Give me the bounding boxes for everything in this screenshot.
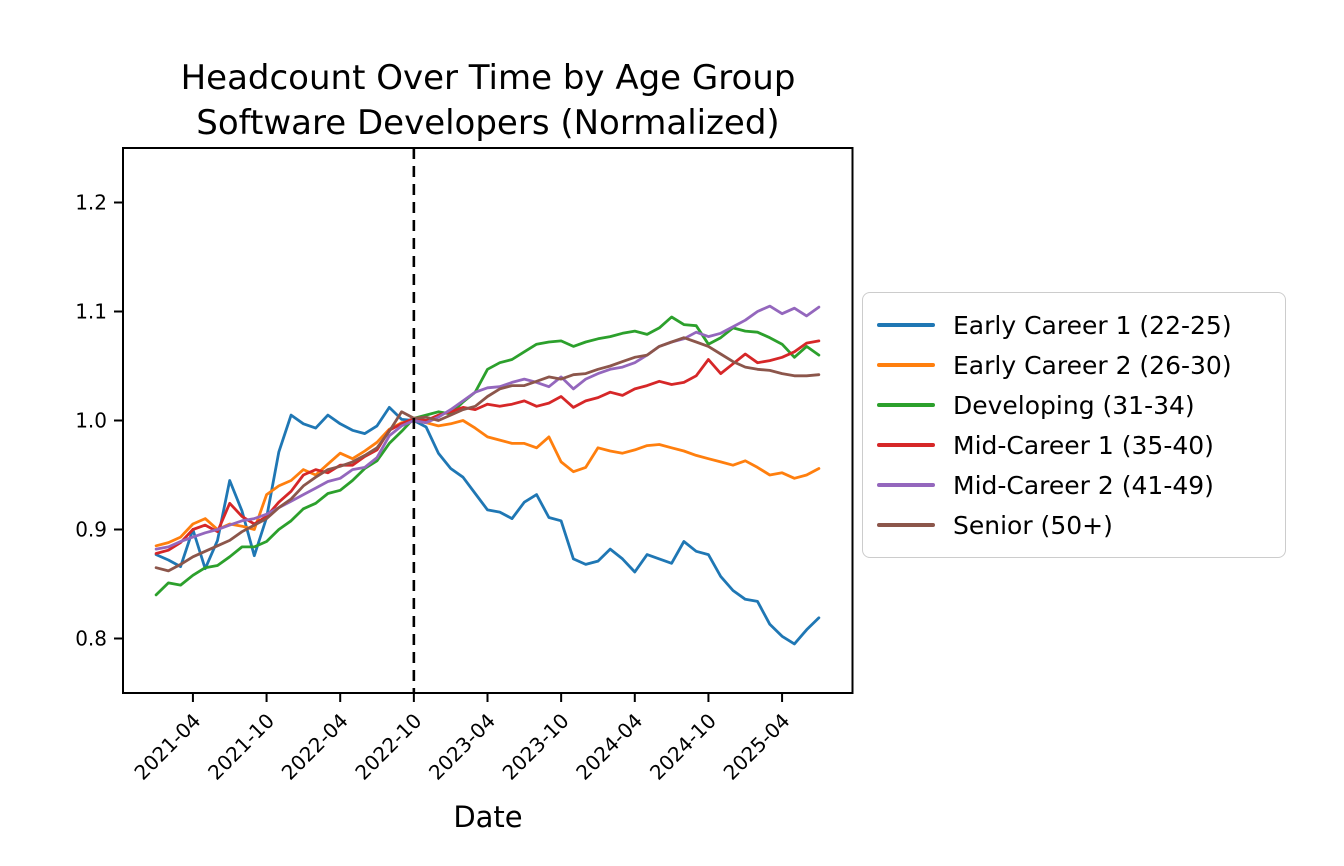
- legend-line-swatch: [877, 523, 935, 527]
- legend-item: Mid-Career 2 (41-49): [877, 465, 1269, 505]
- series-line-mid-career-1-35-40: [154, 339, 821, 555]
- legend-line-swatch: [877, 363, 935, 367]
- plot-border: [122, 147, 854, 694]
- legend-item: Developing (31-34): [877, 385, 1269, 425]
- y-tick-label: 1.0: [75, 409, 107, 433]
- x-tick-label: 2023-04: [424, 709, 500, 785]
- y-tick-label: 1.2: [75, 191, 107, 215]
- chart-title-line1: Headcount Over Time by Age Group: [180, 58, 796, 98]
- legend-line-swatch: [877, 443, 935, 447]
- legend-line-swatch: [877, 403, 935, 407]
- legend-line-swatch: [877, 323, 935, 327]
- x-tick-label: 2024-10: [645, 709, 721, 785]
- legend-label: Mid-Career 1 (35-40): [953, 430, 1214, 460]
- y-tick-label: 0.8: [75, 627, 107, 651]
- legend-label: Senior (50+): [953, 510, 1113, 540]
- y-tick-label: 0.9: [75, 518, 107, 542]
- legend: Early Career 1 (22-25) Early Career 2 (26…: [862, 292, 1286, 558]
- x-tick-label: 2022-10: [350, 709, 426, 785]
- legend-item: Early Career 2 (26-30): [877, 345, 1269, 385]
- series-line-developing-31-34: [154, 315, 821, 597]
- legend-label: Mid-Career 2 (41-49): [953, 470, 1214, 500]
- x-tick-label: 2024-04: [571, 709, 647, 785]
- x-axis-title: Date: [453, 800, 523, 834]
- chart-title: Headcount Over Time by Age Group Softwar…: [123, 56, 853, 146]
- x-tick-label: 2021-10: [203, 709, 279, 785]
- legend-label: Developing (31-34): [953, 390, 1195, 420]
- legend-item: Early Career 1 (22-25): [877, 305, 1269, 345]
- legend-item: Senior (50+): [877, 505, 1269, 545]
- legend-label: Early Career 2 (26-30): [953, 350, 1232, 380]
- x-tick-label: 2021-04: [129, 709, 205, 785]
- legend-label: Early Career 1 (22-25): [953, 310, 1232, 340]
- chart-title-line2: Software Developers (Normalized): [196, 102, 780, 143]
- x-tick-label: 2022-04: [277, 709, 353, 785]
- series-line-mid-career-2-41-49: [154, 304, 821, 551]
- y-tick-label: 1.1: [75, 300, 107, 324]
- series-line-early-career-2-26-30: [154, 419, 821, 548]
- x-tick-label: 2025-04: [719, 709, 795, 785]
- legend-item: Mid-Career 1 (35-40): [877, 425, 1269, 465]
- x-tick-label: 2023-10: [498, 709, 574, 785]
- legend-line-swatch: [877, 483, 935, 487]
- series-line-senior-50: [154, 336, 821, 573]
